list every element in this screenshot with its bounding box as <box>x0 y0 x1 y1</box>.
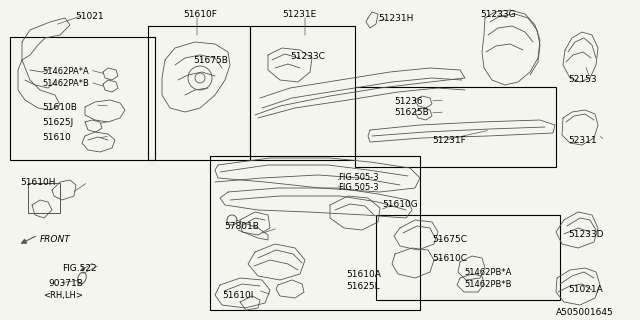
Bar <box>28 183 60 213</box>
Text: 90371B: 90371B <box>48 279 83 288</box>
Text: 57801B: 57801B <box>224 222 259 231</box>
Text: FIG.505-3: FIG.505-3 <box>338 173 379 182</box>
Text: A505001645: A505001645 <box>556 308 614 317</box>
Text: 51021A: 51021A <box>568 285 603 294</box>
Text: 51462PA*A: 51462PA*A <box>42 67 89 76</box>
Text: 51625B: 51625B <box>394 108 429 117</box>
Text: FIG.522: FIG.522 <box>62 264 97 273</box>
Text: 51675B: 51675B <box>193 56 228 65</box>
Text: 51610B: 51610B <box>42 103 77 112</box>
Text: 51231E: 51231E <box>282 10 316 19</box>
Text: <RH,LH>: <RH,LH> <box>43 291 83 300</box>
Text: 51462PB*A: 51462PB*A <box>464 268 511 277</box>
Text: 51462PB*B: 51462PB*B <box>464 280 511 289</box>
Bar <box>210 156 420 310</box>
Text: 51625L: 51625L <box>346 282 380 291</box>
Text: 51625J: 51625J <box>42 118 73 127</box>
Bar <box>148 26 250 160</box>
Text: 51610H: 51610H <box>20 178 56 187</box>
Text: 51233C: 51233C <box>290 52 325 61</box>
Text: 51675C: 51675C <box>432 235 467 244</box>
Text: 51610C: 51610C <box>432 254 467 263</box>
Text: 51610F: 51610F <box>183 10 217 19</box>
Bar <box>376 215 560 300</box>
Text: FRONT: FRONT <box>40 236 71 244</box>
Text: 51610A: 51610A <box>346 270 381 279</box>
Text: 51231F: 51231F <box>432 136 466 145</box>
Text: 51233G: 51233G <box>480 10 516 19</box>
Text: 51610I: 51610I <box>222 291 253 300</box>
Text: 51021: 51021 <box>75 12 104 21</box>
Text: 51236: 51236 <box>394 97 422 106</box>
Text: FIG.505-3: FIG.505-3 <box>338 183 379 192</box>
Text: 51462PA*B: 51462PA*B <box>42 79 89 88</box>
Text: 51231H: 51231H <box>378 14 413 23</box>
Text: 51610: 51610 <box>42 133 71 142</box>
Bar <box>10 37 155 160</box>
Bar <box>250 26 355 160</box>
Bar <box>355 87 556 167</box>
Text: 52153: 52153 <box>568 75 596 84</box>
Text: 52311: 52311 <box>568 136 596 145</box>
Text: 51610G: 51610G <box>382 200 418 209</box>
Text: 51233D: 51233D <box>568 230 604 239</box>
